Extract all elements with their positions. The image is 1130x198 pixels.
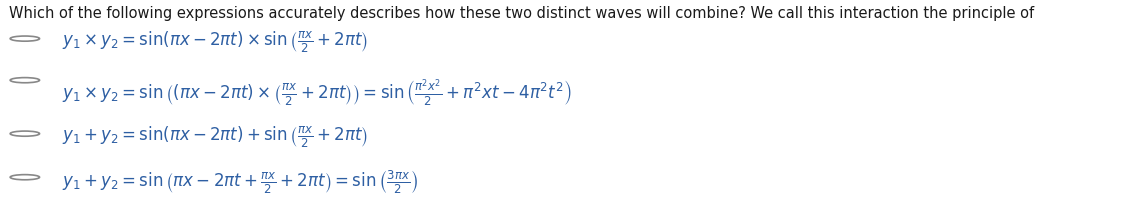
Text: $y_1 \times y_2 = \sin\left((\pi x - 2\pi t) \times \left(\frac{\pi x}{2} + 2\pi: $y_1 \times y_2 = \sin\left((\pi x - 2\p… [62,77,572,108]
Text: Which of the following expressions accurately describes how these two distinct w: Which of the following expressions accur… [9,6,1038,21]
Text: $y_1 \times y_2 = \sin(\pi x - 2\pi t) \times \sin\left(\frac{\pi x}{2} + 2\pi t: $y_1 \times y_2 = \sin(\pi x - 2\pi t) \… [62,30,368,55]
Text: $y_1 + y_2 = \sin(\pi x - 2\pi t) + \sin\left(\frac{\pi x}{2} + 2\pi t\right)$: $y_1 + y_2 = \sin(\pi x - 2\pi t) + \sin… [62,125,368,150]
Text: $y_1 + y_2 = \sin\left(\pi x - 2\pi t + \frac{\pi x}{2} + 2\pi t\right) = \sin\l: $y_1 + y_2 = \sin\left(\pi x - 2\pi t + … [62,168,418,196]
